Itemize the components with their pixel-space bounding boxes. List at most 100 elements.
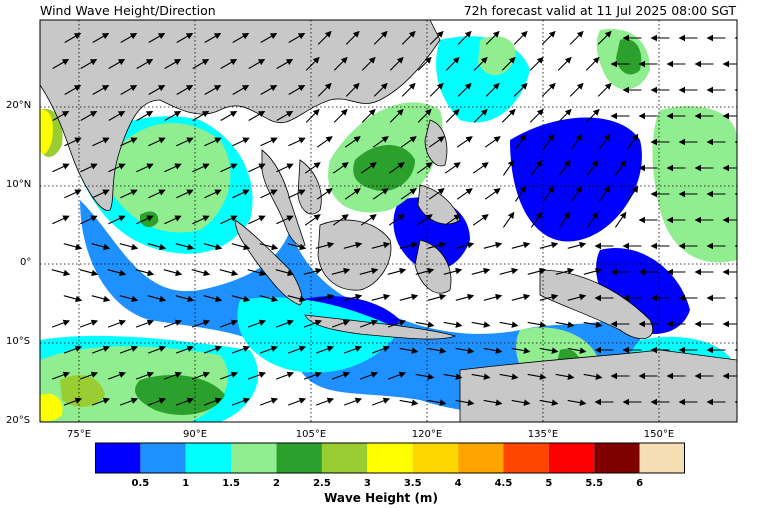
wind-arrow: [52, 58, 70, 69]
wind-arrow: [614, 159, 627, 176]
wind-arrow: [92, 137, 110, 147]
wind-arrow: [372, 136, 389, 148]
wind-arrow: [371, 293, 391, 301]
wind-arrow: [315, 345, 335, 354]
wind-arrow: [331, 371, 351, 380]
wind-arrow: [203, 295, 223, 303]
wind-arrow: [427, 399, 447, 406]
wind-arrow: [331, 267, 351, 275]
lon-label-75e: 75°E: [66, 429, 92, 440]
wind-arrow: [80, 110, 98, 121]
lon-label-135e: 135°E: [527, 429, 559, 440]
wave-field-green: [135, 39, 642, 415]
wind-arrow: [583, 321, 603, 328]
wind-arrow: [259, 345, 279, 354]
wind-arrow: [332, 214, 349, 226]
wind-arrow: [136, 163, 154, 173]
wind-arrow: [417, 56, 432, 71]
wind-arrow: [530, 211, 543, 228]
wind-arrow: [287, 345, 307, 354]
colorbar-tick-label: 0.5: [131, 478, 150, 489]
wind-arrow: [484, 188, 501, 200]
wind-arrow: [135, 371, 155, 380]
wind-arrow: [191, 371, 211, 380]
wind-arrow: [401, 82, 416, 97]
wind-arrow: [51, 269, 71, 277]
wind-arrow: [247, 269, 267, 277]
wind-arrow: [204, 32, 222, 43]
wind-arrow: [541, 30, 556, 45]
wind-arrow: [371, 345, 391, 354]
wind-arrow: [333, 56, 348, 71]
wind-arrow: [148, 189, 166, 199]
wind-arrow: [52, 163, 70, 173]
wind-arrow: [443, 267, 463, 275]
wind-arrow: [219, 269, 239, 277]
wind-arrow: [444, 214, 461, 226]
wind-arrow: [542, 133, 555, 150]
wind-arrow: [501, 56, 516, 71]
wind-arrow: [164, 215, 182, 225]
wind-arrow: [527, 321, 547, 328]
colorbar-tick-label: 4.5: [494, 478, 513, 489]
wind-arrow: [108, 163, 126, 173]
wind-arrow: [557, 108, 572, 123]
wind-arrow: [400, 188, 417, 200]
colorbar-swatch: [140, 443, 186, 473]
wind-arrow: [107, 371, 127, 380]
wind-arrow: [416, 214, 433, 226]
wind-arrow: [415, 321, 435, 328]
wind-arrow: [399, 241, 419, 249]
wind-arrow: [428, 188, 445, 200]
wind-arrow: [220, 58, 238, 69]
wind-arrow: [275, 371, 295, 380]
wind-arrow: [511, 241, 531, 249]
wind-arrow: [64, 84, 82, 95]
wind-arrow: [343, 397, 363, 406]
wind-arrow: [176, 189, 194, 199]
wind-arrow: [64, 32, 82, 43]
wind-arrow: [259, 295, 279, 303]
wind-arrow: [598, 185, 611, 202]
wind-arrow: [119, 295, 139, 303]
wind-arrow: [415, 267, 435, 275]
wind-arrow: [147, 295, 167, 303]
wind-arrow: [400, 136, 417, 148]
map-frame: [39, 19, 738, 423]
wind-arrow: [91, 243, 111, 251]
wind-arrow: [514, 185, 527, 202]
wind-arrow: [275, 269, 295, 277]
wind-arrow: [455, 399, 475, 406]
wind-arrow: [147, 397, 167, 406]
wind-arrow: [484, 136, 501, 148]
wind-arrow: [92, 84, 110, 95]
wind-arrow: [483, 241, 503, 249]
wind-arrow: [317, 82, 332, 97]
wind-arrow: [136, 215, 154, 225]
wind-arrow: [511, 293, 531, 301]
wind-arrow: [399, 293, 419, 301]
wind-arrow: [332, 162, 349, 174]
wind-arrow: [388, 162, 405, 174]
wind-arrow: [586, 211, 599, 228]
wind-arrow: [52, 110, 70, 121]
wind-arrow: [586, 159, 599, 176]
wind-arrow: [51, 371, 71, 380]
colorbar-swatch: [594, 443, 640, 473]
graticule: [40, 20, 737, 422]
colorbar-tick-label: 5: [545, 478, 553, 489]
wind-arrow: [176, 84, 194, 95]
wind-arrow: [483, 347, 503, 354]
wind-arrow: [119, 345, 139, 354]
wind-arrow: [191, 269, 211, 277]
wind-arrow: [445, 108, 460, 123]
colorbar: [95, 442, 685, 474]
wind-arrow: [63, 243, 83, 251]
wind-arrow: [135, 319, 155, 328]
wind-arrow: [361, 56, 376, 71]
wind-arrow: [542, 185, 555, 202]
wind-arrow: [502, 159, 515, 176]
wind-arrow: [331, 319, 351, 328]
wind-arrow: [455, 347, 475, 354]
wind-arrow: [108, 110, 126, 121]
